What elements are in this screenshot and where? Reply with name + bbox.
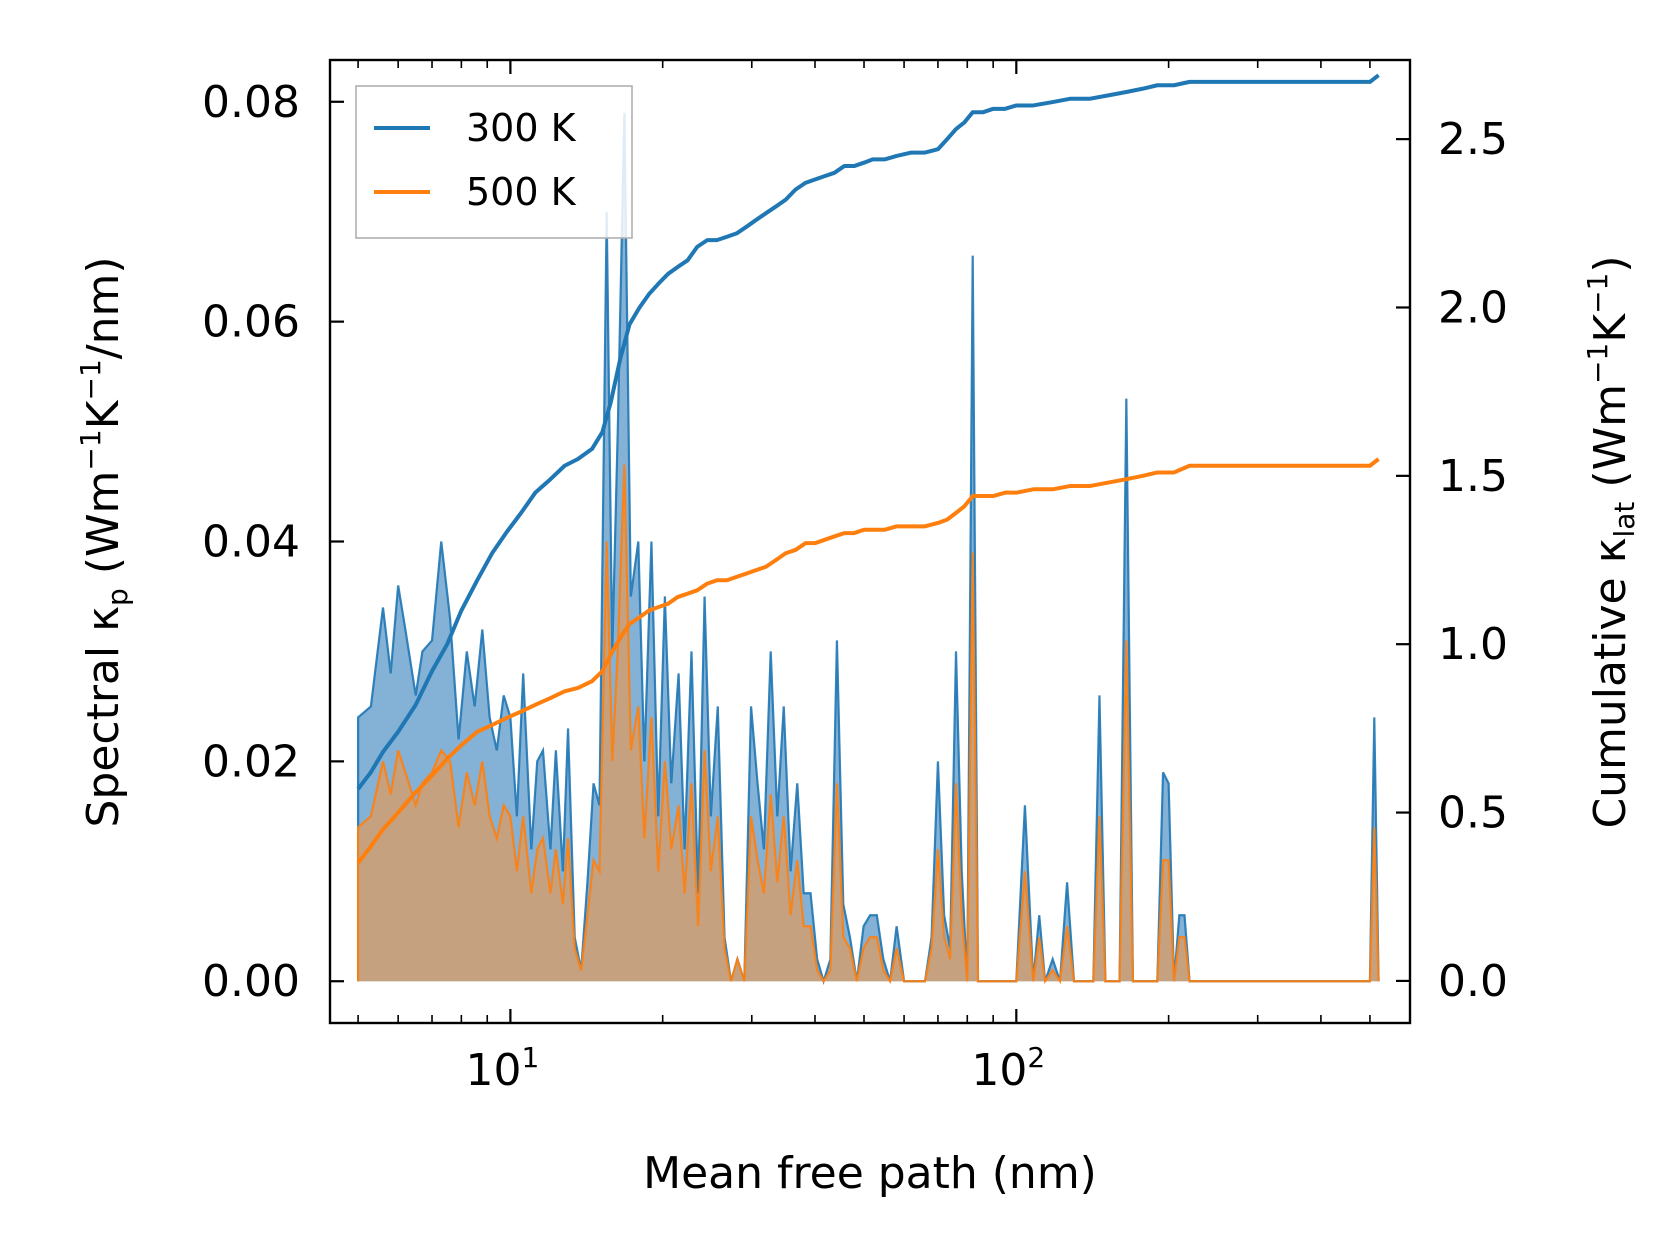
plot-frame (328, 58, 1412, 1025)
y-axis-right-title: Cumulative κlat (Wm−1K−1) (1581, 255, 1641, 828)
cumulative-line-500k (356, 457, 1380, 865)
y-left-tick-label: 0.02 (202, 736, 300, 787)
y-axis-left-title: Spectral κp (Wm−1K−1/nm) (74, 256, 134, 827)
legend-label-300k: 300 K (466, 106, 577, 150)
y-left-tick-label: 0.00 (202, 956, 300, 1007)
y-right-tick-label: 1.5 (1438, 451, 1508, 502)
y-left-tick-label: 0.08 (202, 77, 300, 128)
axis-ticks (330, 60, 1411, 1023)
y-left-tick-label: 0.04 (202, 517, 300, 568)
x-tick-label: 101 (465, 1041, 539, 1096)
y-right-tick-label: 0.5 (1438, 788, 1508, 839)
legend: 300 K 500 K (355, 85, 633, 239)
y-right-tick-label: 1.0 (1438, 619, 1508, 670)
y-right-tick-label: 0.0 (1438, 956, 1508, 1007)
x-tick-label: 102 (971, 1041, 1045, 1096)
x-axis-title: Mean free path (nm) (643, 1148, 1097, 1199)
y-right-tick-label: 2.0 (1438, 282, 1508, 333)
legend-label-500k: 500 K (466, 170, 577, 214)
spectral-line-500k (356, 464, 1380, 985)
spectral-line-300k (356, 112, 1380, 986)
plot-area (356, 73, 1380, 986)
y-left-tick-label: 0.06 (202, 297, 300, 348)
legend-box (355, 85, 633, 239)
cumulative-line-300k (356, 73, 1380, 791)
y-right-tick-label: 2.5 (1438, 114, 1508, 165)
spectral-fill-500k (358, 464, 1379, 982)
